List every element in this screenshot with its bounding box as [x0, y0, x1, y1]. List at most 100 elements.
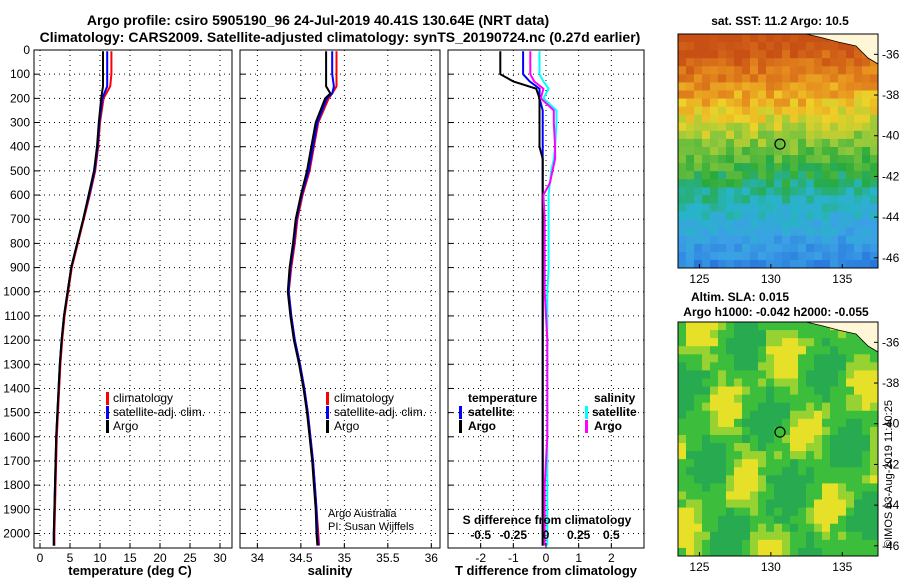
map-cell: [678, 459, 687, 468]
map-cell: [846, 330, 855, 339]
map-cell: [830, 114, 839, 124]
altimetry-map-axes: 125 130 135-36-38-40-42-44-46: [689, 335, 899, 574]
map-cell: [846, 106, 855, 116]
map-cell: [774, 410, 783, 420]
map-cell: [854, 491, 863, 500]
map-cell: [694, 531, 703, 541]
map-cell: [790, 219, 799, 229]
map-cell: [758, 402, 767, 412]
map-cell: [822, 475, 831, 484]
map-cell: [774, 491, 783, 500]
map-cell: [718, 410, 727, 420]
map-cell: [798, 163, 807, 172]
map-cell: [758, 515, 767, 525]
map-cell: [846, 227, 855, 237]
map-cell: [862, 426, 871, 436]
map-cell: [702, 378, 711, 387]
map-cell: [822, 171, 831, 180]
temperature-legend-argo: Argo: [113, 419, 139, 433]
map-cell: [854, 459, 863, 468]
map-cell: [750, 483, 759, 492]
map-cell: [822, 106, 831, 116]
map-cell: [870, 138, 879, 148]
map-cell: [766, 354, 775, 363]
map-cell: [766, 483, 775, 492]
argo-position-marker: [774, 426, 786, 438]
map-cell: [766, 251, 775, 261]
map-cell: [694, 243, 703, 253]
map-cell: [782, 386, 791, 396]
map-cell: [742, 90, 751, 99]
map-cell: [694, 50, 703, 59]
map-cell: [782, 138, 791, 148]
s-tick-label: -0.25: [500, 528, 528, 542]
map-cell: [822, 195, 831, 204]
map-cell: [702, 122, 711, 132]
map-cell: [734, 211, 743, 220]
map-cell: [766, 58, 775, 67]
map-cell: [766, 491, 775, 500]
map-cell: [702, 146, 711, 156]
map-cell: [822, 507, 831, 517]
map-cell: [806, 330, 815, 339]
map-cell: [750, 378, 759, 387]
map-cell: [862, 106, 871, 116]
map-cell: [870, 219, 879, 229]
map-cell: [742, 491, 751, 500]
map-cell: [734, 346, 743, 355]
map-cell: [710, 499, 719, 508]
map-cell: [742, 515, 751, 525]
map-cell: [750, 547, 759, 557]
diff-legend-swatch-temp-argo: [459, 420, 462, 433]
map-cell: [702, 338, 711, 347]
map-cell: [822, 459, 831, 468]
map-y-tick-label: -46: [882, 539, 900, 553]
map-cell: [710, 163, 719, 172]
map-cell: [790, 74, 799, 83]
map-cell: [710, 346, 719, 355]
map-cell: [686, 547, 695, 557]
map-cell: [798, 451, 807, 460]
sst-map-frame: [677, 33, 879, 269]
map-cell: [870, 146, 879, 156]
map-cell: [830, 499, 839, 508]
map-cell: [686, 187, 695, 196]
map-cell: [710, 467, 719, 476]
map-cell: [766, 114, 775, 124]
map-cell: [694, 106, 703, 116]
map-cell: [774, 475, 783, 484]
map-cell: [686, 322, 695, 331]
map-cell: [774, 531, 783, 541]
map-cell: [726, 338, 735, 347]
map-cell: [694, 539, 703, 549]
depth-tick-label: 1500: [3, 406, 30, 420]
map-cell: [750, 251, 759, 261]
map-cell: [862, 459, 871, 468]
map-cell: [862, 547, 871, 557]
map-cell: [838, 443, 847, 452]
depth-tick-label: 1200: [3, 333, 30, 347]
map-cell: [742, 179, 751, 188]
map-cell: [702, 418, 711, 428]
map-cell: [686, 90, 695, 99]
map-cell: [678, 58, 687, 67]
map-cell: [750, 507, 759, 517]
map-cell: [846, 122, 855, 132]
map-cell: [790, 410, 799, 420]
map-y-tick-label: -42: [882, 457, 900, 471]
map-cell: [814, 443, 823, 452]
temperature-legend-climatology: climatology: [113, 391, 173, 405]
map-cell: [862, 467, 871, 476]
map-cell: [870, 410, 879, 420]
map-cell: [862, 402, 871, 412]
map-cell: [814, 34, 823, 43]
map-cell: [750, 98, 759, 108]
depth-tick-label: 1700: [3, 454, 30, 468]
map-cell: [734, 418, 743, 428]
map-cell: [774, 346, 783, 355]
map-cell: [822, 539, 831, 549]
map-cell: [782, 483, 791, 492]
map-cell: [734, 259, 743, 269]
map-cell: [806, 418, 815, 428]
map-cell: [766, 42, 775, 51]
